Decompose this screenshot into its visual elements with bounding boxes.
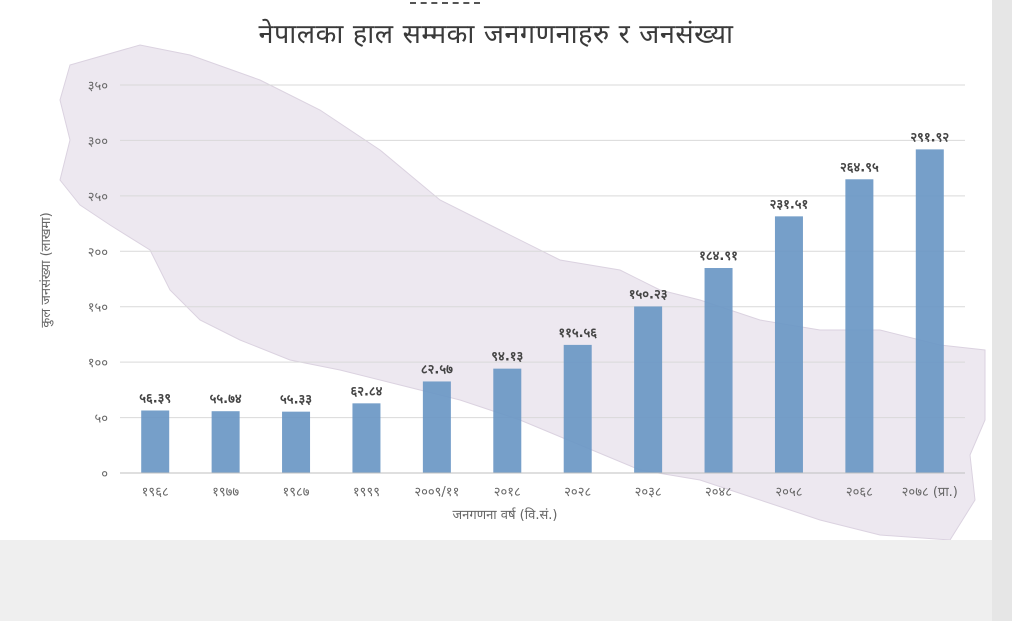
y-axis-label: कुल जनसंख्या (लाखमा) <box>39 212 54 327</box>
y-tick-label: ३०० <box>88 134 108 149</box>
data-label: ९४.१३ <box>491 350 523 365</box>
data-label: ५६.३९ <box>139 391 171 406</box>
bar <box>493 368 522 473</box>
x-tick-label: २०४८ <box>705 485 732 500</box>
data-labels: ५६.३९ ५५.७४ ५५.३३ ६२.८४ ८२.५७ ९४.१३ ११५.५६ १५०.… <box>139 130 949 407</box>
x-tick-label: २०३८ <box>635 485 662 500</box>
data-label: २९१.९२ <box>910 130 949 145</box>
x-tick-label: २०५८ <box>775 485 802 500</box>
y-tick-label: ० <box>101 467 108 482</box>
x-tick-label: २०७८ (प्रा.) <box>902 485 958 500</box>
data-label: २३१.५१ <box>770 197 809 212</box>
bar <box>704 268 733 473</box>
x-axis-label: जनगणना वर्ष (वि.सं.) <box>453 507 558 523</box>
bar-chart: ० ५० १०० १५० २०० २५० ३०० ३५० ५६.३९ ५५.७४ ५५.३३ ६२.… <box>39 44 986 540</box>
data-label: ५५.३३ <box>280 393 312 408</box>
y-tick-label: ५० <box>94 412 108 427</box>
bar <box>422 381 451 473</box>
title-decoration <box>410 2 480 8</box>
side-scroll-panel <box>992 0 1012 621</box>
x-tick-label: २०२८ <box>564 485 591 500</box>
bar <box>352 403 381 473</box>
x-axis-ticks: १९६८ १९७७ १९८७ १९९९ २००९/११ २०१८ २०२८ २०३८ २०४८ २… <box>142 485 958 500</box>
y-tick-label: २५० <box>88 190 108 205</box>
bar <box>845 179 874 473</box>
y-tick-label: २०० <box>88 245 108 260</box>
x-tick-label: २०६८ <box>846 485 873 500</box>
bar <box>915 149 944 473</box>
x-tick-label: १९६८ <box>142 485 169 500</box>
x-tick-label: १९७७ <box>212 485 239 500</box>
chart-title: नेपालका हाल सम्मका जनगणनाहरु र जनसंख्या <box>258 19 734 50</box>
bar <box>141 410 170 473</box>
bar <box>634 306 663 473</box>
data-label: ११५.५६ <box>558 326 597 341</box>
y-axis-ticks: ० ५० १०० १५० २०० २५० ३०० ३५० <box>88 79 108 482</box>
y-tick-label: १५० <box>88 301 108 316</box>
bars <box>141 149 944 474</box>
data-label: ५५.७४ <box>210 392 242 407</box>
y-tick-label: ३५० <box>88 79 108 94</box>
y-tick-label: १०० <box>88 356 108 371</box>
x-tick-label: १९८७ <box>283 485 310 500</box>
x-tick-label: २०१८ <box>494 485 521 500</box>
x-tick-label: १९९९ <box>353 485 380 500</box>
data-label: १८४.९१ <box>699 249 738 264</box>
bar <box>211 411 240 473</box>
data-label: ६२.८४ <box>350 384 382 399</box>
data-label: १५०.२३ <box>629 287 668 302</box>
data-label: २६४.९५ <box>840 160 879 175</box>
gridlines <box>120 84 965 419</box>
bar <box>774 216 803 474</box>
nepal-map-watermark <box>59 44 986 540</box>
bar <box>563 344 592 473</box>
bar <box>282 411 311 473</box>
x-tick-label: २००९/११ <box>414 485 459 500</box>
data-label: ८२.५७ <box>421 362 453 377</box>
